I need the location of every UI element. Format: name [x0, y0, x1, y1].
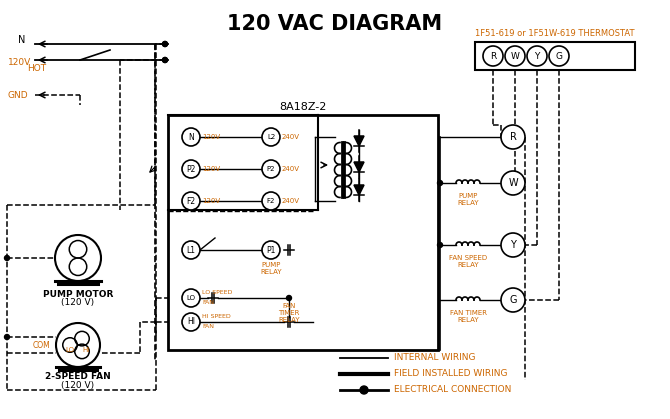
Text: (120 V): (120 V) — [62, 381, 94, 390]
Text: HI: HI — [82, 347, 90, 353]
Circle shape — [182, 241, 200, 259]
Text: LO SPEED: LO SPEED — [202, 290, 232, 295]
Text: R: R — [490, 52, 496, 60]
Circle shape — [182, 128, 200, 146]
Text: 120V: 120V — [8, 57, 31, 67]
Circle shape — [262, 128, 280, 146]
Text: L1: L1 — [186, 246, 196, 254]
Text: 240V: 240V — [282, 166, 300, 172]
Circle shape — [5, 334, 9, 339]
Text: W: W — [508, 178, 518, 188]
Text: 240V: 240V — [282, 198, 300, 204]
Circle shape — [182, 192, 200, 210]
Text: (120 V): (120 V) — [62, 298, 94, 307]
Circle shape — [5, 256, 9, 261]
Circle shape — [182, 289, 200, 307]
Circle shape — [262, 160, 280, 178]
Text: P2: P2 — [267, 166, 275, 172]
Text: FAN: FAN — [202, 323, 214, 328]
Text: LO: LO — [186, 295, 196, 301]
Text: INTERNAL WIRING: INTERNAL WIRING — [394, 354, 476, 362]
Circle shape — [438, 243, 442, 248]
Text: RELAY: RELAY — [457, 317, 479, 323]
Text: PUMP MOTOR: PUMP MOTOR — [43, 290, 113, 299]
Text: HI SPEED: HI SPEED — [202, 315, 230, 320]
Polygon shape — [354, 185, 364, 195]
Text: G: G — [509, 295, 517, 305]
Circle shape — [163, 57, 168, 62]
Text: 120V: 120V — [202, 134, 220, 140]
Circle shape — [549, 46, 569, 66]
Text: LO: LO — [66, 347, 74, 353]
Text: L2: L2 — [267, 134, 275, 140]
Circle shape — [182, 313, 200, 331]
Text: FIELD INSTALLED WIRING: FIELD INSTALLED WIRING — [394, 370, 507, 378]
Text: F2: F2 — [186, 197, 196, 205]
Circle shape — [163, 57, 168, 62]
Circle shape — [501, 233, 525, 257]
Polygon shape — [354, 136, 364, 146]
Circle shape — [182, 160, 200, 178]
Text: FAN SPEED: FAN SPEED — [449, 255, 487, 261]
Text: 8A18Z-2: 8A18Z-2 — [279, 102, 327, 112]
Text: R: R — [510, 132, 517, 142]
Circle shape — [527, 46, 547, 66]
Circle shape — [501, 125, 525, 149]
Circle shape — [360, 386, 368, 394]
Circle shape — [438, 181, 442, 186]
Bar — [475, 42, 635, 70]
Text: 120V: 120V — [202, 166, 220, 172]
Text: COM: COM — [32, 341, 50, 349]
Text: FAN TIMER: FAN TIMER — [450, 310, 486, 316]
Text: F2: F2 — [267, 198, 275, 204]
Text: FAN: FAN — [202, 300, 214, 305]
Text: P2: P2 — [186, 165, 196, 173]
Text: GND: GND — [8, 91, 29, 99]
Text: FAN: FAN — [282, 303, 295, 309]
Text: P1: P1 — [266, 246, 275, 254]
Polygon shape — [354, 162, 364, 172]
Text: RELAY: RELAY — [278, 317, 299, 323]
Text: Y: Y — [510, 240, 516, 250]
Text: PUMP: PUMP — [458, 193, 478, 199]
Circle shape — [163, 41, 168, 47]
Circle shape — [501, 288, 525, 312]
Circle shape — [163, 41, 168, 47]
Text: N: N — [18, 35, 25, 45]
Circle shape — [505, 46, 525, 66]
Text: 240V: 240V — [282, 134, 300, 140]
Text: RELAY: RELAY — [457, 200, 479, 206]
Circle shape — [262, 192, 280, 210]
Text: 120V: 120V — [202, 198, 220, 204]
Text: RELAY: RELAY — [260, 269, 282, 275]
Text: Y: Y — [534, 52, 540, 60]
Text: RELAY: RELAY — [457, 262, 479, 268]
Circle shape — [287, 295, 291, 300]
Text: 120 VAC DIAGRAM: 120 VAC DIAGRAM — [227, 14, 443, 34]
Text: 1F51-619 or 1F51W-619 THERMOSTAT: 1F51-619 or 1F51W-619 THERMOSTAT — [475, 29, 634, 38]
Text: 2-SPEED FAN: 2-SPEED FAN — [45, 372, 111, 381]
Text: HOT: HOT — [27, 64, 46, 72]
Text: N: N — [188, 132, 194, 142]
Text: TIMER: TIMER — [278, 310, 299, 316]
Circle shape — [262, 241, 280, 259]
Text: G: G — [555, 52, 563, 60]
Bar — [168, 115, 438, 350]
Text: HI: HI — [187, 318, 195, 326]
Text: W: W — [511, 52, 519, 60]
Text: ELECTRICAL CONNECTION: ELECTRICAL CONNECTION — [394, 385, 511, 395]
Circle shape — [501, 171, 525, 195]
Text: PUMP: PUMP — [261, 262, 281, 268]
Circle shape — [483, 46, 503, 66]
